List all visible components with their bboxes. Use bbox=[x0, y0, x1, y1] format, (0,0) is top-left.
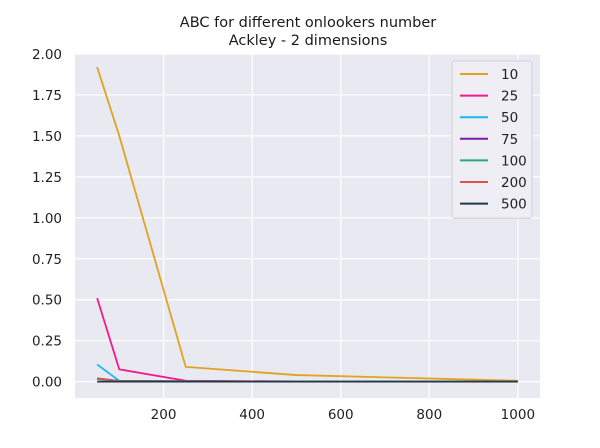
y-tick-label: 2.00 bbox=[32, 47, 62, 63]
y-axis-ticks: 0.00 0.25 0.50 0.75 1.00 1.25 1.50 1.75 2.00 bbox=[32, 47, 62, 391]
y-tick-label: 1.50 bbox=[32, 129, 62, 145]
y-tick-label: 0.50 bbox=[32, 293, 62, 309]
y-tick-label: 1.25 bbox=[32, 170, 62, 186]
y-tick-label: 1.00 bbox=[32, 211, 62, 227]
legend-label-500: 500 bbox=[501, 197, 527, 213]
legend-label-50: 50 bbox=[501, 110, 518, 126]
legend-box bbox=[451, 60, 533, 219]
legend-label-25: 25 bbox=[501, 89, 518, 105]
x-tick-label: 800 bbox=[416, 407, 442, 423]
x-tick-label: 600 bbox=[328, 407, 354, 423]
grid bbox=[75, 53, 540, 398]
legend-label-10: 10 bbox=[501, 67, 518, 83]
x-tick-label: 200 bbox=[151, 407, 177, 423]
series-lines bbox=[96, 66, 518, 383]
legend-label-100: 100 bbox=[501, 153, 527, 169]
series-line-10 bbox=[96, 66, 518, 382]
legend-label-200: 200 bbox=[501, 175, 527, 191]
y-tick-label: 0.75 bbox=[32, 252, 62, 268]
chart-subtitle: Ackley - 2 dimensions bbox=[229, 33, 388, 49]
y-tick-label: 1.75 bbox=[32, 88, 62, 104]
x-tick-label: 400 bbox=[239, 407, 265, 423]
legend-label-75: 75 bbox=[501, 132, 518, 148]
y-tick-label: 0.00 bbox=[32, 375, 62, 391]
x-tick-label: 1000 bbox=[501, 407, 535, 423]
x-axis-ticks: 200 400 600 800 1000 bbox=[151, 407, 535, 423]
chart-title: ABC for different onlookers number bbox=[180, 15, 436, 31]
legend: 10 25 50 75 100 200 500 bbox=[451, 60, 533, 219]
y-tick-label: 0.25 bbox=[32, 334, 62, 350]
